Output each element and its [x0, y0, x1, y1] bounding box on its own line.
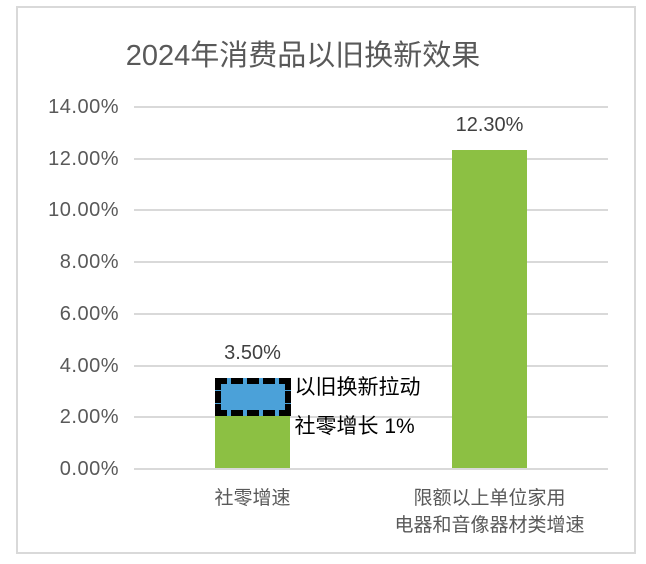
annotation-line-1: 以旧换新拉动 [294, 375, 421, 399]
gridline [134, 364, 608, 367]
y-tick-label: 0.00% [59, 458, 119, 480]
y-tick-label: 4.00% [59, 354, 119, 377]
gridline [134, 312, 608, 315]
data-label: 3.50% [224, 341, 281, 364]
gridline [134, 416, 608, 419]
y-tick-label: 10.00% [48, 199, 119, 222]
y-tick-label: 6.00% [59, 302, 119, 325]
annotation-line-2: 社零增长 1% [294, 414, 415, 438]
y-tick-label: 2.00% [59, 406, 119, 429]
chart-title: 2024年消费品以旧换新效果 [125, 40, 481, 72]
data-label: 12.30% [455, 113, 524, 136]
chart-frame: 2024年消费品以旧换新效果 14.00% 12.00% 10.00% 8.00% 6.… [16, 6, 636, 554]
y-tick-label: 14.00% [48, 96, 119, 118]
x-tick-label: 社零增速 [214, 488, 291, 509]
x-tick-label: 限额以上单位家用 电器和音像器材类增速 [394, 488, 585, 536]
y-tick-label: 12.00% [48, 147, 119, 170]
y-tick-label: 8.00% [59, 251, 119, 274]
gridline [134, 157, 608, 160]
gridline [134, 209, 608, 212]
bar [452, 149, 527, 468]
gridline [134, 468, 608, 470]
highlight-box [214, 377, 291, 417]
gridline [134, 106, 608, 108]
gridline [134, 261, 608, 264]
